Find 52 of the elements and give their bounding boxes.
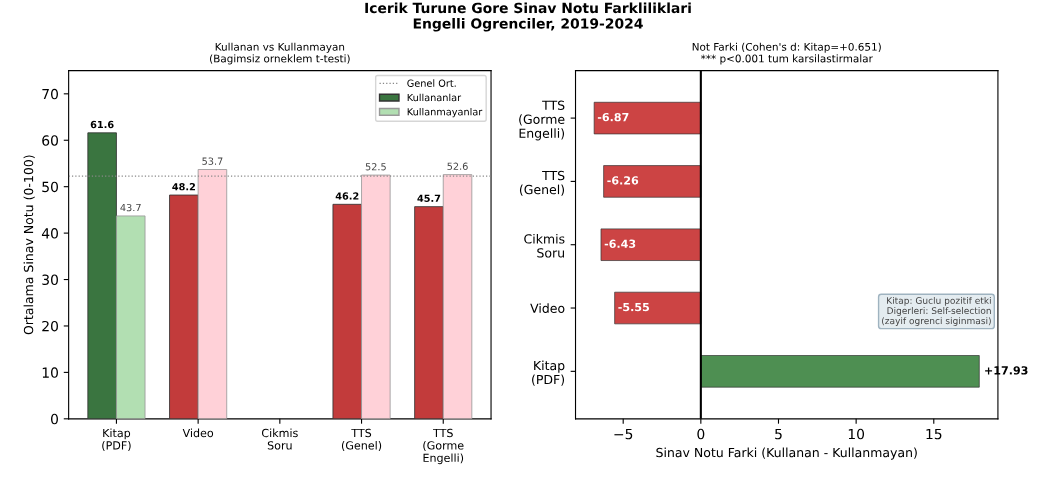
y-tick-label: Cikmis Soru: [524, 233, 565, 258]
bar: [197, 169, 228, 419]
data-label: -6.43: [604, 239, 636, 248]
chart-subtitle: Kullanan vs Kullanmayan (Bagimsiz orneklem t-testi): [210, 42, 350, 65]
x-tick-label: 0: [697, 428, 705, 440]
data-label: 48.2: [172, 183, 195, 191]
x-tick-label: −5: [614, 428, 633, 440]
y-tick-label: TTS (Gorme Engelli): [519, 100, 565, 141]
bar: [116, 215, 146, 419]
data-label: 45.7: [417, 194, 441, 202]
y-tick-label: 60: [42, 135, 58, 146]
x-tick-label: Kitap (PDF): [102, 428, 131, 451]
bar: [442, 174, 473, 419]
data-label: -6.87: [597, 112, 629, 122]
text: Icerik Turune Gore Sinav Notu Farkliliklari Engelli Ogrenciler, 2019-2024: [365, 2, 691, 32]
bar: [332, 203, 362, 419]
annotation: Kitap: Guclu pozitif etki Digerleri: Self-selection (zayif ogrenci siginmasi): [882, 296, 991, 326]
data-label: 52.5: [365, 163, 386, 171]
data-label: 61.6: [90, 120, 114, 129]
x-tick-label: Video: [182, 428, 214, 438]
y-tick-label: 40: [41, 228, 58, 239]
x-tick-label: 10: [848, 428, 865, 440]
bar: [361, 174, 391, 419]
x-tick-label: 15: [926, 428, 942, 440]
y-tick-label: 70: [42, 88, 58, 100]
data-label: -6.26: [607, 176, 639, 185]
data-label: 43.7: [120, 203, 141, 212]
y-tick-label: 50: [42, 181, 58, 193]
chart-title: Not Farki (Cohen's d: Kitap=+0.651) *** p<0.001 tum karsilastirmalar: [692, 42, 881, 65]
x-tick-label: 5: [775, 428, 782, 440]
bar: [87, 132, 117, 419]
data-label: 52.6: [447, 162, 468, 170]
y-tick-label: 0: [51, 413, 58, 425]
y-tick-label: 20: [42, 320, 58, 332]
x-tick-label: TTS (Gorme Engelli): [423, 428, 464, 465]
y-tick-label: TTS (Genel): [519, 170, 565, 196]
y-tick-label: 10: [42, 367, 58, 378]
legend-label: Genel Ort.: [407, 79, 456, 87]
y-axis-title: Ortalama Sinav Notu (0-100): [23, 155, 35, 335]
y-tick-label: Kitap (PDF): [532, 360, 565, 386]
legend-label: Kullananlar: [407, 93, 462, 102]
data-label: 53.7: [202, 157, 223, 165]
x-tick-label: TTS (Genel): [341, 428, 382, 451]
data-label: 46.2: [335, 192, 359, 200]
data-label: -5.55: [618, 302, 650, 312]
x-tick-label: Cikmis Soru: [261, 428, 298, 450]
y-tick-label: Video: [530, 303, 565, 313]
bar: [169, 194, 199, 419]
x-axis-title: Sinav Notu Farki (Kullanan - Kullanmayan): [656, 447, 917, 460]
y-tick-label: 30: [42, 274, 58, 286]
bar: [414, 206, 444, 419]
legend-label: Kullanmayanlar: [407, 107, 483, 118]
